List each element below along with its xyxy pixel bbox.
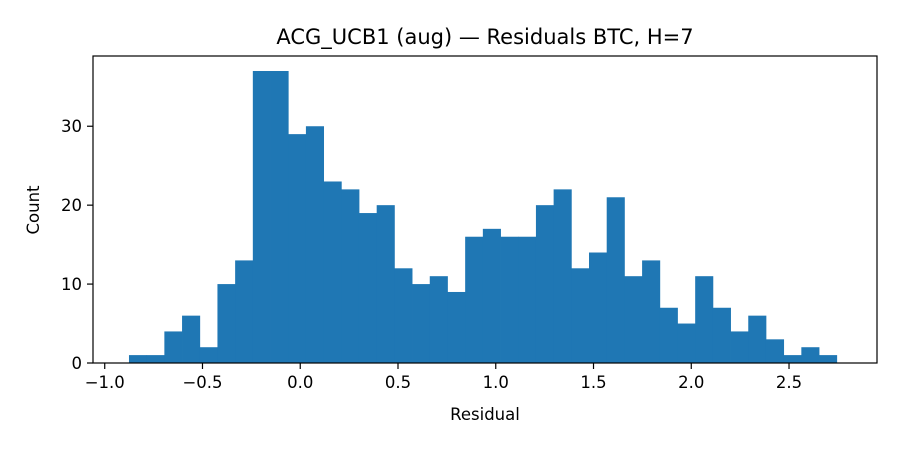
histogram-bar xyxy=(341,189,360,363)
histogram-bar xyxy=(252,70,271,363)
histogram-bar xyxy=(465,236,484,363)
histogram-bar xyxy=(589,252,608,363)
y-axis-label: Count xyxy=(24,185,43,235)
histogram-bar xyxy=(730,331,749,363)
histogram-bar xyxy=(677,323,696,363)
x-tick-label: 0.0 xyxy=(287,373,313,392)
plot-area-frame xyxy=(92,55,878,364)
histogram-bar xyxy=(553,189,572,363)
histogram-bar xyxy=(642,260,661,363)
x-tick-label: 2.5 xyxy=(776,373,802,392)
histogram-bar xyxy=(606,197,625,363)
histogram-bar xyxy=(819,355,838,363)
histogram-bar xyxy=(695,276,714,363)
x-tick-label: 0.5 xyxy=(385,373,411,392)
histogram-bar xyxy=(801,347,820,363)
histogram-bar xyxy=(182,315,201,363)
histogram-bar xyxy=(305,126,325,363)
histogram-bar xyxy=(376,205,395,363)
y-tick-label: 20 xyxy=(61,196,82,215)
histogram-bar xyxy=(518,236,537,363)
histogram-bar xyxy=(624,276,643,363)
histogram-bar xyxy=(394,268,413,363)
histogram-bar xyxy=(146,355,165,363)
y-tick-label: 0 xyxy=(72,354,83,373)
histogram-bar xyxy=(270,70,289,363)
histogram-bar xyxy=(712,307,731,363)
y-tick-label: 30 xyxy=(61,117,82,136)
histogram-bar xyxy=(748,315,767,363)
histogram-bar xyxy=(429,276,448,363)
bars-group xyxy=(128,70,838,363)
histogram-bar xyxy=(199,347,218,363)
x-tick-label: −0.5 xyxy=(182,373,222,392)
y-tick-label: 10 xyxy=(61,275,82,294)
histogram-bar xyxy=(447,291,466,363)
histogram-bar xyxy=(358,213,378,363)
histogram-bar xyxy=(164,331,183,363)
y-axis-ticks: 0 10 20 30 xyxy=(61,117,93,373)
histogram-bar xyxy=(783,355,802,363)
x-tick-label: 2.0 xyxy=(678,373,704,392)
histogram-bar xyxy=(482,228,501,363)
x-tick-label: −1.0 xyxy=(85,373,125,392)
histogram-bar xyxy=(128,355,148,363)
histogram-bar xyxy=(288,134,307,363)
histogram-bar xyxy=(571,268,590,363)
histogram-bar xyxy=(500,236,519,363)
histogram-bar xyxy=(217,284,236,363)
histogram-bar xyxy=(765,339,785,363)
histogram-bar xyxy=(412,284,431,363)
x-tick-label: 1.5 xyxy=(580,373,606,392)
histogram-bar xyxy=(235,260,254,363)
chart-title: ACG_UCB1 (aug) — Residuals BTC, H=7 xyxy=(276,25,693,50)
histogram-bar xyxy=(659,307,678,363)
x-tick-label: 1.0 xyxy=(483,373,509,392)
x-axis-ticks: −1.0 −0.5 0.0 0.5 1.0 1.5 2.0 2.5 xyxy=(85,363,802,392)
histogram-bar xyxy=(323,181,342,363)
x-axis-label: Residual xyxy=(450,405,520,424)
histogram-bar xyxy=(535,205,555,363)
